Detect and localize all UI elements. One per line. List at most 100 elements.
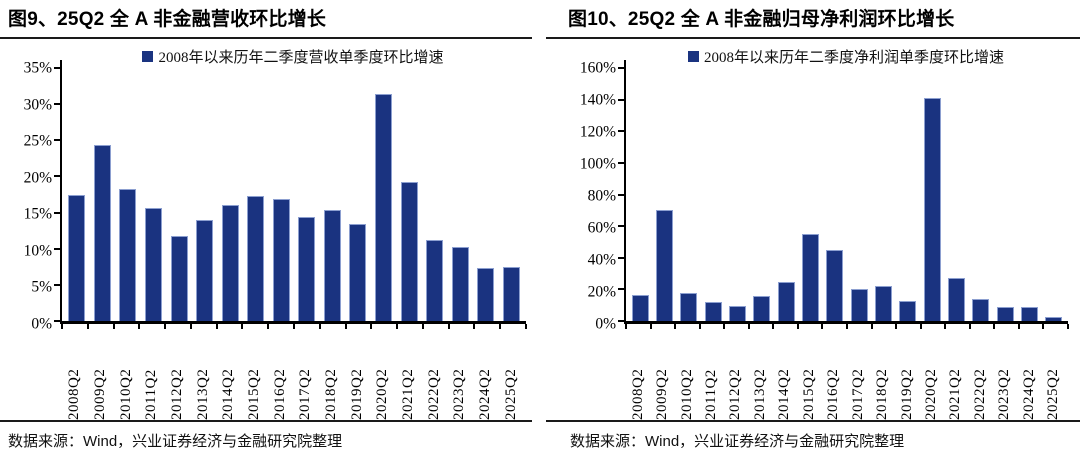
legend-label: 2008年以来历年二季度净利润单季度环比增速	[703, 49, 1004, 66]
x-axis-tick	[267, 324, 270, 329]
x-axis-tick	[473, 324, 476, 329]
x-axis-label: 2017Q2	[849, 368, 866, 420]
bar-slot	[217, 68, 243, 321]
y-axis-tick-label: 15%	[23, 205, 52, 223]
x-axis-label-slot: 2011Q2	[139, 330, 165, 420]
x-axis-label: 2024Q2	[1020, 368, 1037, 420]
legend-label: 2008年以来历年二季度营收单季度环比增速	[158, 49, 444, 66]
x-axis-label-slot: 2017Q2	[846, 330, 870, 420]
x-axis-label: 2019Q2	[898, 368, 915, 420]
bar-slot	[422, 68, 448, 321]
bar-slot	[920, 68, 944, 321]
x-axis-label: 2021Q2	[947, 368, 964, 420]
x-axis-label-slot: 2022Q2	[421, 330, 447, 420]
x-axis-label: 2023Q2	[996, 368, 1013, 420]
x-axis-tick	[396, 324, 399, 329]
y-axis-tick-label: 0%	[31, 315, 52, 333]
x-axis-label: 2015Q2	[800, 368, 817, 420]
y-axis-tick-label: 120%	[579, 123, 616, 141]
plot-area	[54, 60, 527, 329]
bar-slot	[115, 68, 141, 321]
chart-area: 2008年以来历年二季度营收单季度环比增速 35% 30% 25% 20% 15% 10%…	[0, 39, 540, 420]
data-source-note: 数据来源：Wind，兴业证券经济与金融研究院整理	[8, 433, 343, 450]
bar-slot	[269, 68, 295, 321]
x-axis-label-slot: 2025Q2	[498, 330, 524, 420]
x-axis-label: 2012Q2	[169, 368, 186, 420]
bar-slot	[141, 68, 167, 321]
x-axis-tick	[821, 324, 824, 329]
y-axis-tick	[618, 320, 624, 322]
bar-slot	[473, 68, 499, 321]
y-axis-tick-label: 20%	[23, 168, 52, 186]
x-axis-tick	[61, 324, 63, 329]
y-axis-tick-label: 0%	[595, 315, 616, 333]
x-axis-tick	[499, 324, 502, 329]
bar-slot	[1017, 68, 1041, 321]
bar-slot	[750, 68, 774, 321]
x-axis-labels: 2008Q2 2009Q2 2010Q2 2011Q2 2012Q2 2013Q2 2014…	[60, 324, 526, 420]
x-axis-label: 2009Q2	[654, 368, 671, 420]
bar-2025Q2	[502, 266, 520, 321]
x-axis-tick	[370, 324, 373, 329]
bar-2019Q2	[349, 224, 367, 321]
bar-2018Q2	[323, 209, 341, 321]
bar-2009Q2	[93, 144, 111, 321]
bar-slot	[345, 68, 371, 321]
bar-slot	[499, 68, 525, 321]
bar-slot	[725, 68, 749, 321]
x-axis-label-slot: 2013Q2	[748, 330, 772, 420]
bar-slot	[1042, 68, 1066, 321]
x-axis-label-slot: 2020Q2	[919, 330, 943, 420]
figure-title: 图10、25Q2 全 A 非金融归母净利润环比增长	[568, 9, 955, 30]
bar-series	[626, 68, 1068, 321]
y-axis-tick-label: 100%	[579, 155, 616, 173]
x-axis-tick	[625, 324, 627, 329]
x-axis-tick	[293, 324, 295, 329]
x-axis-label: 2024Q2	[477, 368, 494, 420]
x-axis-label-slot: 2020Q2	[370, 330, 396, 420]
x-axis-label-slot: 2009Q2	[88, 330, 114, 420]
x-axis-tick	[698, 324, 701, 329]
bar-slot	[677, 68, 701, 321]
x-axis-tick	[112, 324, 115, 329]
bar-2021Q2	[400, 181, 418, 321]
bar-2014Q2	[777, 282, 795, 321]
y-axis-tick	[618, 193, 624, 196]
chart-legend: 2008年以来历年二季度净利润单季度环比增速	[570, 44, 1068, 68]
bar-2024Q2	[1020, 306, 1038, 321]
bar-slot	[847, 68, 871, 321]
x-axis-label-slot: 2019Q2	[344, 330, 370, 420]
x-axis-tick	[138, 324, 141, 329]
x-axis-label-slot: 2008Q2	[62, 330, 88, 420]
source-divider	[0, 420, 532, 422]
x-axis-label: 2022Q2	[971, 368, 988, 420]
plot-area	[618, 60, 1069, 329]
y-axis-tick-label: 80%	[587, 187, 616, 205]
bar-2009Q2	[655, 210, 673, 321]
chart-body: 35% 30% 25% 20% 15% 10% 5% 0%	[6, 60, 527, 331]
x-axis-tick	[447, 324, 450, 329]
x-axis-tick	[747, 324, 750, 329]
x-axis-label-slot: 2015Q2	[242, 330, 268, 420]
x-axis-label: 2018Q2	[323, 368, 340, 420]
bar-slot	[396, 68, 422, 321]
x-axis-tick	[649, 324, 652, 329]
y-axis-tick	[618, 256, 624, 259]
x-axis-tick	[1067, 324, 1069, 329]
bar-slot	[944, 68, 968, 321]
bar-slot	[993, 68, 1017, 321]
bar-slot	[243, 68, 269, 321]
bar-slot	[294, 68, 320, 321]
y-axis-tick-label: 140%	[579, 91, 616, 109]
bar-2024Q2	[477, 268, 495, 321]
x-axis-tick	[1017, 324, 1020, 329]
y-axis-tick	[54, 139, 60, 142]
bar-slot	[447, 68, 473, 321]
bar-2008Q2	[631, 294, 649, 321]
x-axis-label-slot: 2009Q2	[650, 330, 674, 420]
x-axis-tick	[1042, 324, 1045, 329]
y-axis-tick-label: 160%	[579, 59, 616, 77]
bar-series	[62, 68, 526, 321]
x-axis-label: 2012Q2	[727, 368, 744, 420]
bar-2020Q2	[375, 94, 393, 321]
